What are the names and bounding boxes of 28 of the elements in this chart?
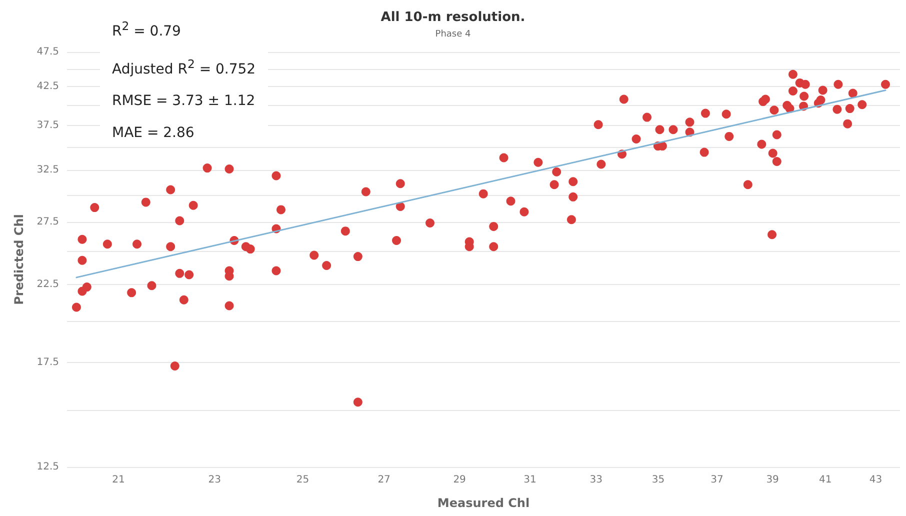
x-tick-label: 37 — [710, 474, 724, 486]
chart-subtitle: Phase 4 — [435, 30, 471, 40]
y-tick-label: 37.5 — [36, 120, 59, 131]
y-tick-label: 27.5 — [36, 216, 59, 228]
x-tick-label: 23 — [208, 474, 222, 486]
y-tick-label: 32.5 — [36, 164, 59, 176]
y-tick-label: 42.5 — [36, 81, 59, 92]
x-tick-label: 39 — [766, 474, 779, 486]
x-axis-title: Measured Chl — [437, 496, 530, 510]
chart-title: All 10-m resolution. — [380, 10, 526, 25]
y-tick-label: 47.5 — [36, 46, 59, 58]
y-tick-label: 17.5 — [36, 356, 59, 368]
text: R$^{2}$ = 0.79 — [112, 18, 182, 42]
x-tick-label: 31 — [524, 474, 536, 486]
annotation: Adjusted R$^{2}$ = 0.752 — [112, 56, 256, 80]
y-tick-label: 12.5 — [36, 462, 59, 472]
x-tick-label: 21 — [112, 474, 125, 486]
annotation: MAE = 2.86 — [112, 124, 196, 144]
x-tick-label: 29 — [453, 474, 466, 486]
x-tick-label: 33 — [590, 474, 602, 486]
x-tick-label: 27 — [378, 474, 390, 486]
x-tick-label: 41 — [819, 474, 832, 486]
y-tick-label: 22.5 — [36, 278, 59, 290]
x-tick-label: 35 — [652, 474, 665, 486]
y-axis-title: Predicted Chl — [12, 214, 26, 305]
annotation: RMSE = 3.73 ± 1.12 — [112, 92, 256, 112]
x-tick-label: 43 — [869, 474, 882, 486]
x-tick-label: 25 — [296, 474, 310, 486]
